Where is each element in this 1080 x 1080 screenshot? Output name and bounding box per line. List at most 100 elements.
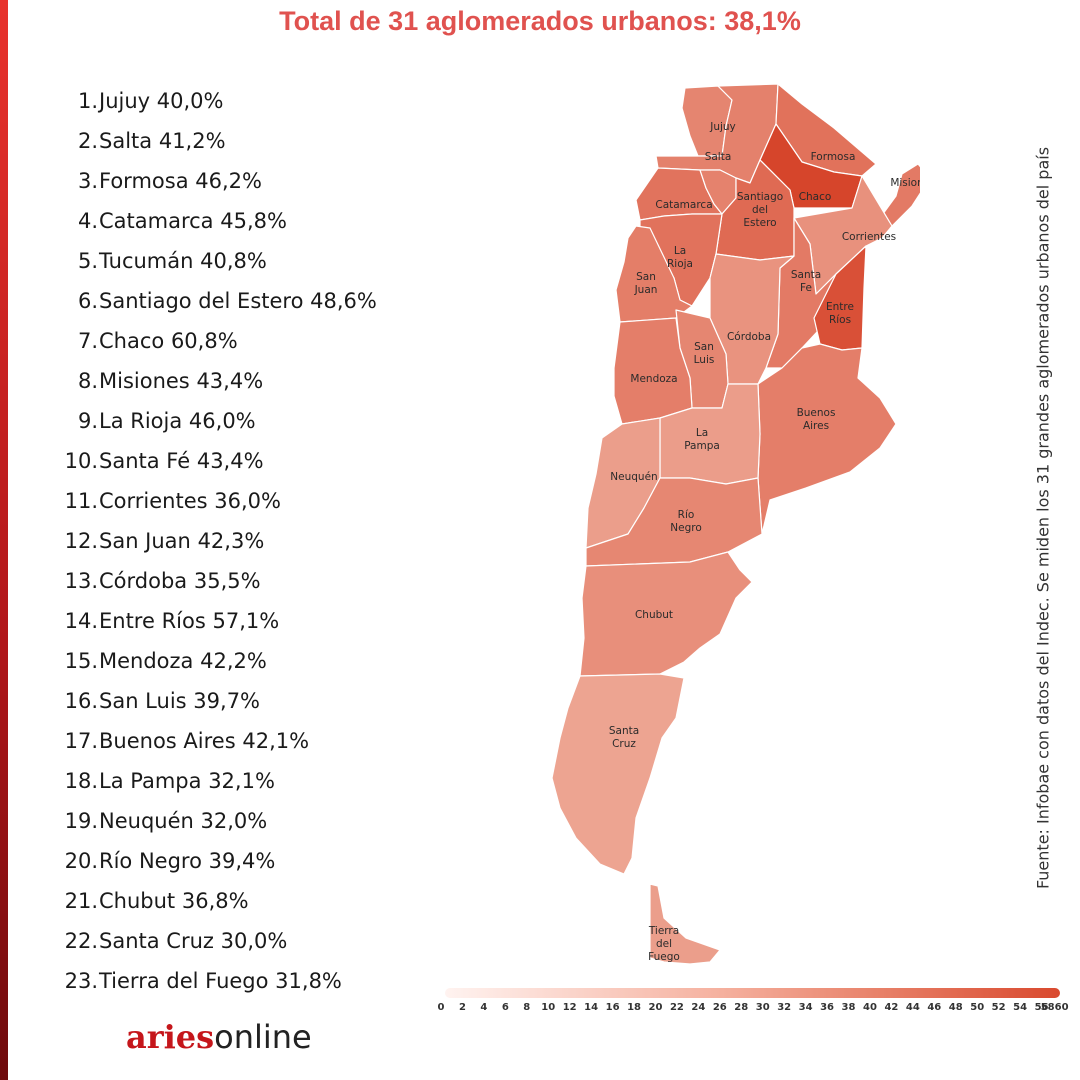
scale-tick: 40: [862, 1002, 877, 1013]
list-item: 23. Tierra del Fuego 31,8%: [58, 966, 377, 1006]
list-rank: 5.: [77, 249, 98, 273]
list-item: 2. Salta 41,2%: [58, 126, 377, 166]
chart-title: Total de 31 aglomerados urbanos: 38,1%: [279, 6, 801, 36]
map-label-santacruz: Santa: [609, 725, 639, 737]
list-name: Santa Cruz: [99, 929, 214, 953]
list-rank: 12.: [64, 529, 98, 553]
map-label-santiago: Estero: [743, 217, 776, 229]
scale-tick: 32: [777, 1002, 792, 1013]
scale-tick: 12: [562, 1002, 577, 1013]
map-label-buenosaires: Aires: [803, 420, 829, 432]
list-rank: 11.: [64, 489, 98, 513]
list-item: 15. Mendoza 42,2%: [58, 646, 377, 686]
scale-tick: 36: [820, 1002, 835, 1013]
list-value: 45,8%: [220, 209, 287, 233]
map-label-santafe: Santa: [791, 269, 821, 281]
list-value: 40,0%: [156, 89, 224, 113]
list-rank: 8.: [77, 369, 98, 393]
list-name: La Rioja: [99, 409, 183, 433]
list-item: 3. Formosa 46,2%: [58, 166, 377, 206]
color-scale-ticks: 0 2 4 6 8 10 12 14 16 18 20 22 24 26 28 30 32 34 36 38 40 42 4…: [438, 1002, 1069, 1016]
list-value: 32,1%: [208, 769, 275, 793]
list-value: 43,4%: [196, 449, 264, 473]
list-value: 42,1%: [242, 729, 310, 753]
list-item: 1. Jujuy 40,0%: [58, 86, 377, 126]
map-label-lapampa: La: [696, 427, 708, 439]
list-rank: 15.: [64, 649, 98, 673]
map-label-larioja: Rioja: [667, 258, 693, 270]
map-label-lapampa: Pampa: [684, 440, 720, 452]
province-tierradelfuego: [649, 883, 721, 965]
list-rank: 1.: [77, 89, 98, 113]
scale-tick: 48: [948, 1002, 963, 1013]
list-value: 42,3%: [197, 529, 265, 553]
scale-tick: 44: [905, 1002, 920, 1013]
list-name: Santa Fé: [99, 449, 191, 473]
scale-tick: 22: [669, 1002, 684, 1013]
list-name: Tierra del Fuego: [99, 969, 269, 993]
map-label-corrientes: Corrientes: [842, 231, 896, 243]
scale-tick: 26: [712, 1002, 727, 1013]
list-item: 5. Tucumán 40,8%: [58, 246, 377, 286]
list-value: 60,8%: [170, 329, 238, 353]
list-item: 10. Santa Fé 43,4%: [58, 446, 377, 486]
list-item: 12. San Juan 42,3%: [58, 526, 377, 566]
list-rank: 21.: [64, 889, 98, 913]
province-chubut: [579, 551, 753, 677]
argentina-map: Jujuy Salta Formosa Misiones Catamarca Santia…: [551, 83, 920, 965]
list-item: 22. Santa Cruz 30,0%: [58, 926, 377, 966]
map-label-entrerios: Ríos: [829, 314, 851, 326]
scale-tick: 52: [991, 1002, 1006, 1013]
scale-tick: 2: [458, 1002, 466, 1013]
scale-tick: 54: [1013, 1002, 1028, 1013]
scale-tick: 4: [480, 1002, 488, 1013]
map-label-buenosaires: Buenos: [797, 407, 836, 419]
map-label-chaco: Chaco: [799, 191, 832, 203]
list-name: Catamarca: [99, 209, 214, 233]
list-name: Entre Ríos: [99, 609, 206, 633]
list-rank: 16.: [64, 689, 98, 713]
list-item: 14. Entre Ríos 57,1%: [58, 606, 377, 646]
color-scale-bar: [445, 988, 1060, 998]
province-misiones: [879, 163, 920, 227]
list-rank: 10.: [64, 449, 98, 473]
list-name: Mendoza: [99, 649, 194, 673]
map-label-santiago: del: [752, 204, 768, 216]
scale-tick: 18: [627, 1002, 641, 1013]
list-name: Jujuy: [99, 89, 151, 113]
source-note: Fuente: Infobae con datos del Indec. Se …: [1030, 128, 1056, 908]
list-value: 46,2%: [195, 169, 262, 193]
brand-part-aries: aries: [126, 1018, 215, 1056]
map-label-sanjuan: Juan: [634, 284, 658, 296]
map-label-formosa: Formosa: [811, 151, 856, 163]
list-rank: 17.: [64, 729, 98, 753]
province-cordoba: [709, 253, 795, 385]
map-label-salta: Salta: [705, 151, 732, 163]
scale-tick: 20: [648, 1002, 663, 1013]
map-label-santafe: Fe: [800, 282, 812, 294]
list-rank: 22.: [64, 929, 98, 953]
map-label-tierradelfuego: Tierra: [648, 925, 679, 937]
map-label-catamarca: Catamarca: [655, 199, 712, 211]
list-rank: 3.: [77, 169, 98, 193]
list-name: Corrientes: [99, 489, 208, 513]
list-name: San Juan: [99, 529, 191, 553]
map-label-jujuy: Jujuy: [709, 121, 736, 133]
list-value: 36,8%: [181, 889, 249, 913]
list-name: Misiones: [99, 369, 190, 393]
map-label-larioja: La: [674, 245, 686, 257]
list-rank: 18.: [64, 769, 98, 793]
scale-tick: 34: [798, 1002, 813, 1013]
map-label-misiones: Misiones: [890, 177, 920, 189]
list-name: Formosa: [99, 169, 189, 193]
map-label-santiago: Santiago: [737, 191, 783, 203]
list-item: 9. La Rioja 46,0%: [58, 406, 377, 446]
list-rank: 6.: [77, 289, 98, 313]
list-item: 17. Buenos Aires 42,1%: [58, 726, 377, 766]
list-name: Córdoba: [99, 569, 188, 593]
province-buenosaires: [757, 343, 897, 535]
list-item: 20. Río Negro 39,4%: [58, 846, 377, 886]
map-label-rionegro: Río: [678, 509, 695, 521]
scale-tick: 5860: [1040, 1002, 1069, 1013]
list-item: 6. Santiago del Estero 48,6%: [58, 286, 377, 326]
